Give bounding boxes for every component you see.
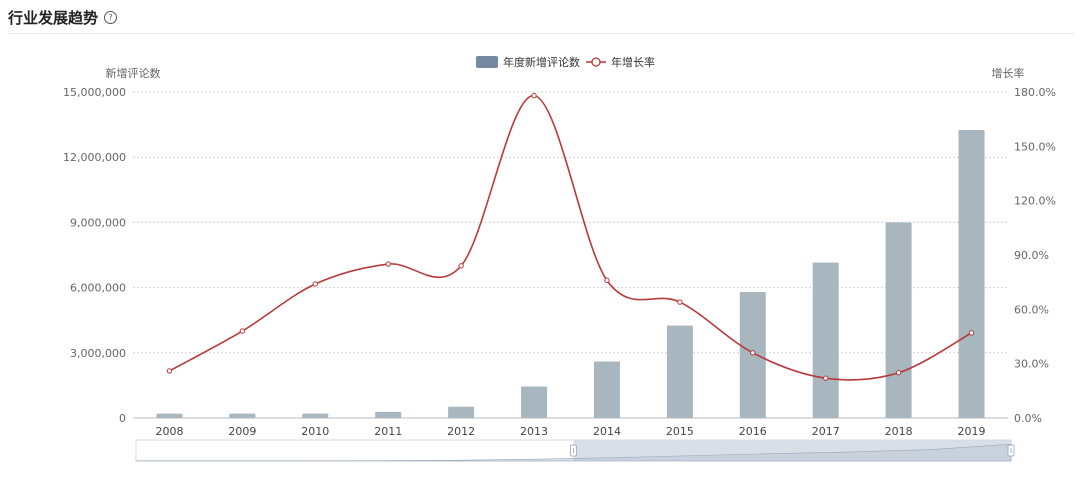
y-right-tick-label: 90.0% [1014,249,1049,262]
x-tick-label: 2012 [447,425,475,438]
line-point[interactable] [677,299,683,305]
x-tick-label: 2009 [228,425,256,438]
x-tick-label: 2015 [666,425,694,438]
bar[interactable] [448,406,475,418]
chart-header: 行业发展趋势 ? [8,6,118,28]
legend-line-marker[interactable] [591,57,601,67]
question-circle-icon[interactable]: ? [104,10,118,24]
y-left-tick-label: 0 [119,412,126,425]
line-point[interactable] [531,92,537,99]
line-point[interactable] [895,370,902,376]
y-right-axis-title: 增长率 [992,66,1025,80]
x-tick-label: 2013 [520,425,548,438]
y-right-tick-label: 120.0% [1014,195,1056,208]
line-point[interactable] [604,277,610,284]
y-right-tick-label: 180.0% [1014,86,1056,99]
y-left-tick-label: 12,000,000 [63,151,126,164]
line-point[interactable] [385,261,391,267]
line-point[interactable] [823,375,829,381]
bar[interactable] [593,361,620,418]
line-point[interactable] [968,330,975,336]
bar[interactable] [958,130,985,419]
y-right-tick-label: 30.0% [1014,358,1049,371]
y-right-tick-label: 0.0% [1014,412,1042,425]
y-left-tick-label: 15,000,000 [63,86,126,99]
x-tick-label: 2016 [739,425,767,438]
bar[interactable] [521,386,548,418]
bar[interactable] [302,413,329,418]
y-right-tick-label: 60.0% [1014,303,1049,316]
header-divider [8,33,1074,34]
bar[interactable] [885,222,912,418]
x-tick-label: 2018 [885,425,913,438]
line-point[interactable] [239,328,246,334]
legend-line-label[interactable]: 年增长率 [611,55,655,69]
bar[interactable] [156,413,183,418]
line-point[interactable] [166,368,173,374]
data-zoom-preview [135,443,1012,462]
y-left-axis-title: 新增评论数 [106,66,161,80]
legend-bar-label[interactable]: 年度新增评论数 [503,55,580,69]
x-tick-label: 2010 [301,425,329,438]
y-left-tick-label: 3,000,000 [70,347,126,360]
y-right-tick-label: 150.0% [1014,140,1056,153]
line-point[interactable] [458,263,464,269]
x-tick-label: 2011 [374,425,402,438]
x-tick-label: 2008 [155,425,183,438]
legend-bar-swatch[interactable] [476,56,498,68]
x-tick-label: 2019 [958,425,986,438]
y-left-tick-label: 6,000,000 [70,282,126,295]
x-tick-label: 2014 [593,425,621,438]
bar[interactable] [229,413,256,418]
bar[interactable] [375,411,402,418]
line-point[interactable] [750,350,756,356]
page-title: 行业发展趋势 [8,8,99,27]
x-tick-label: 2017 [812,425,840,438]
line-point[interactable] [312,281,318,287]
growth-rate-line [169,94,972,381]
bar[interactable] [666,325,693,418]
y-left-tick-label: 9,000,000 [70,216,126,229]
bar[interactable] [812,262,839,418]
